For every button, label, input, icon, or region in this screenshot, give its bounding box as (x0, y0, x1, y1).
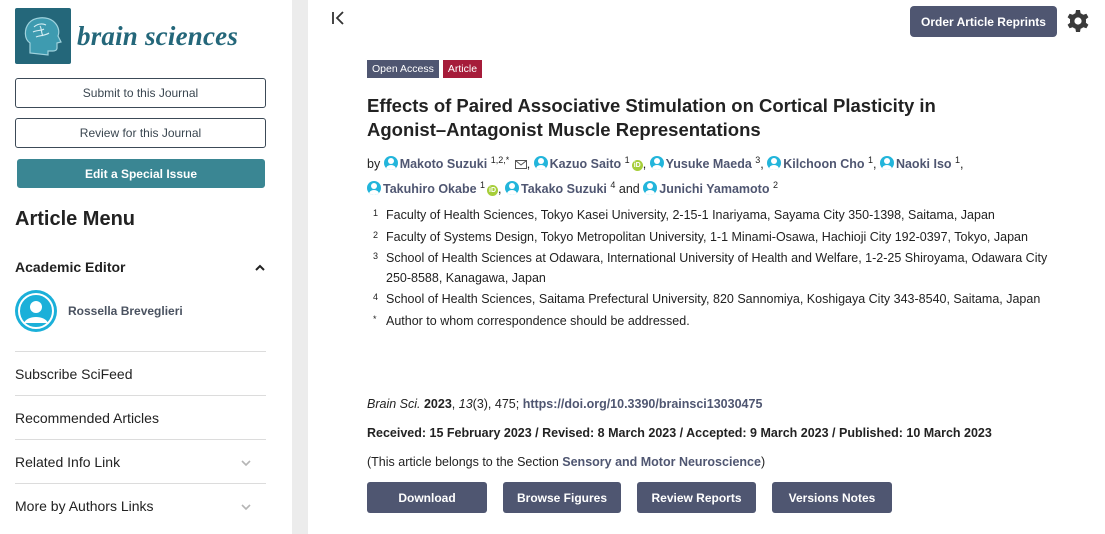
gear-icon[interactable] (1066, 9, 1090, 38)
academic-editor-name: Rossella Breveglieri (68, 304, 183, 318)
author-profile-icon (367, 181, 381, 195)
sidebar: brain sciences Submit to this Journal Re… (0, 0, 292, 534)
article-type-badge: Article (442, 60, 483, 78)
sidebar-link-label: Related Info Link (15, 453, 121, 470)
author-link[interactable]: Kilchoon Cho (767, 156, 865, 171)
orcid-icon[interactable]: iD (631, 160, 643, 171)
author-affiliation-sup: 1 (624, 155, 630, 165)
avatar-icon (15, 290, 57, 332)
sidebar-link-label: Subscribe SciFeed (15, 365, 133, 382)
submit-to-journal-button[interactable]: Submit to this Journal (15, 78, 266, 108)
article-actions: Download Browse Figures Review Reports V… (367, 482, 892, 513)
author-link[interactable]: Makoto Suzuki (383, 156, 487, 171)
affiliation-item: * Author to whom correspondence should b… (373, 313, 690, 328)
affiliation-item: 4 School of Health Sciences, Saitama Pre… (373, 292, 1041, 306)
author-affiliation-sup: 1 (955, 155, 961, 165)
affiliation-list: 1 Faculty of Health Sciences, Tokyo Kase… (367, 206, 1057, 333)
author-link[interactable]: Naoki Iso (879, 156, 952, 171)
author-affiliation-sup: 1 (480, 180, 486, 190)
affiliation-item: 2 Faculty of Systems Design, Tokyo Metro… (373, 229, 1028, 244)
author-link[interactable]: Kazuo Saito (533, 156, 621, 171)
publication-dates: Received: 15 February 2023 / Revised: 8 … (367, 426, 992, 440)
sidebar-link-related-info[interactable]: Related Info Link (15, 439, 266, 483)
author-affiliation-sup: 1 (867, 155, 873, 165)
brain-head-logo-icon (15, 8, 71, 64)
sidebar-link-recommended-articles[interactable]: Recommended Articles (15, 395, 266, 439)
article-badges: Open Access Article (367, 60, 483, 78)
review-reports-button[interactable]: Review Reports (637, 482, 756, 513)
edit-special-issue-button[interactable]: Edit a Special Issue (17, 159, 265, 188)
academic-editor-heading: Academic Editor (15, 259, 126, 275)
author-affiliation-sup: 4 (610, 180, 616, 190)
article-menu-title: Article Menu (15, 208, 136, 230)
article-title: Effects of Paired Associative Stimulatio… (367, 95, 936, 140)
author-link[interactable]: Yusuke Maeda (649, 156, 752, 171)
author-link[interactable]: Takuhiro Okabe (367, 181, 477, 196)
affiliation-item: 1 Faculty of Health Sciences, Tokyo Kase… (373, 208, 995, 222)
author-profile-icon (533, 156, 548, 170)
collapse-sidebar-button[interactable] (330, 10, 346, 31)
and-label: and (618, 182, 640, 196)
article-section: (This article belongs to the Section Sen… (367, 455, 765, 469)
email-icon[interactable] (514, 155, 527, 175)
citation-year: 2023 (423, 397, 452, 411)
review-for-journal-button[interactable]: Review for this Journal (15, 118, 266, 148)
author-profile-icon (383, 156, 398, 170)
collapse-left-icon (332, 11, 344, 25)
journal-name: brain sciences (77, 20, 239, 51)
section-prefix: (This article belongs to the Section (367, 455, 559, 469)
citation: Brain Sci. 2023, 13(3), 475; https://doi… (367, 397, 763, 411)
academic-editor-toggle[interactable]: Academic Editor (15, 259, 266, 275)
orcid-icon[interactable]: iD (487, 185, 499, 196)
author-profile-icon (767, 156, 782, 170)
sidebar-divider (292, 0, 308, 534)
section-suffix: ) (760, 455, 766, 469)
open-access-badge[interactable]: Open Access (367, 60, 439, 78)
author-affiliation-sup: 3 (755, 155, 761, 165)
author-link[interactable]: Junichi Yamamoto (643, 181, 769, 196)
author-profile-icon (649, 156, 664, 170)
chevron-up-icon (254, 259, 266, 275)
author-list: by Makoto Suzuki 1,2,* , Kazuo Saito 1iD… (367, 155, 964, 196)
journal-logo[interactable]: brain sciences (15, 8, 255, 64)
sidebar-link-more-by-authors[interactable]: More by Authors Links (15, 483, 266, 527)
author-profile-icon (505, 181, 519, 195)
chevron-down-icon (240, 498, 252, 514)
sidebar-link-label: Recommended Articles (15, 409, 159, 426)
doi-link[interactable]: https://doi.org/10.3390/brainsci13030475 (522, 397, 763, 411)
academic-editor[interactable]: Rossella Breveglieri (15, 290, 183, 332)
affiliation-item: 3 School of Health Sciences at Odawara, … (373, 251, 1048, 285)
browse-figures-button[interactable]: Browse Figures (503, 482, 621, 513)
author-affiliation-sup: 2 (772, 180, 778, 190)
sidebar-link-subscribe-scifeed[interactable]: Subscribe SciFeed (15, 351, 266, 395)
section-link[interactable]: Sensory and Motor Neuroscience (562, 455, 761, 469)
citation-journal: Brain Sci. (367, 397, 421, 411)
by-label: by (367, 157, 381, 171)
download-button[interactable]: Download (367, 482, 487, 513)
versions-notes-button[interactable]: Versions Notes (772, 482, 892, 513)
citation-issue-pages: (3), 475; (472, 397, 520, 411)
author-link[interactable]: Takako Suzuki (505, 181, 607, 196)
sidebar-link-label: More by Authors Links (15, 497, 154, 514)
author-affiliation-sup: 1,2,* (490, 155, 510, 165)
citation-volume: 13 (458, 397, 473, 411)
chevron-down-icon (240, 454, 252, 470)
order-reprints-button[interactable]: Order Article Reprints (910, 6, 1057, 37)
author-profile-icon (879, 156, 894, 170)
author-profile-icon (643, 181, 658, 195)
